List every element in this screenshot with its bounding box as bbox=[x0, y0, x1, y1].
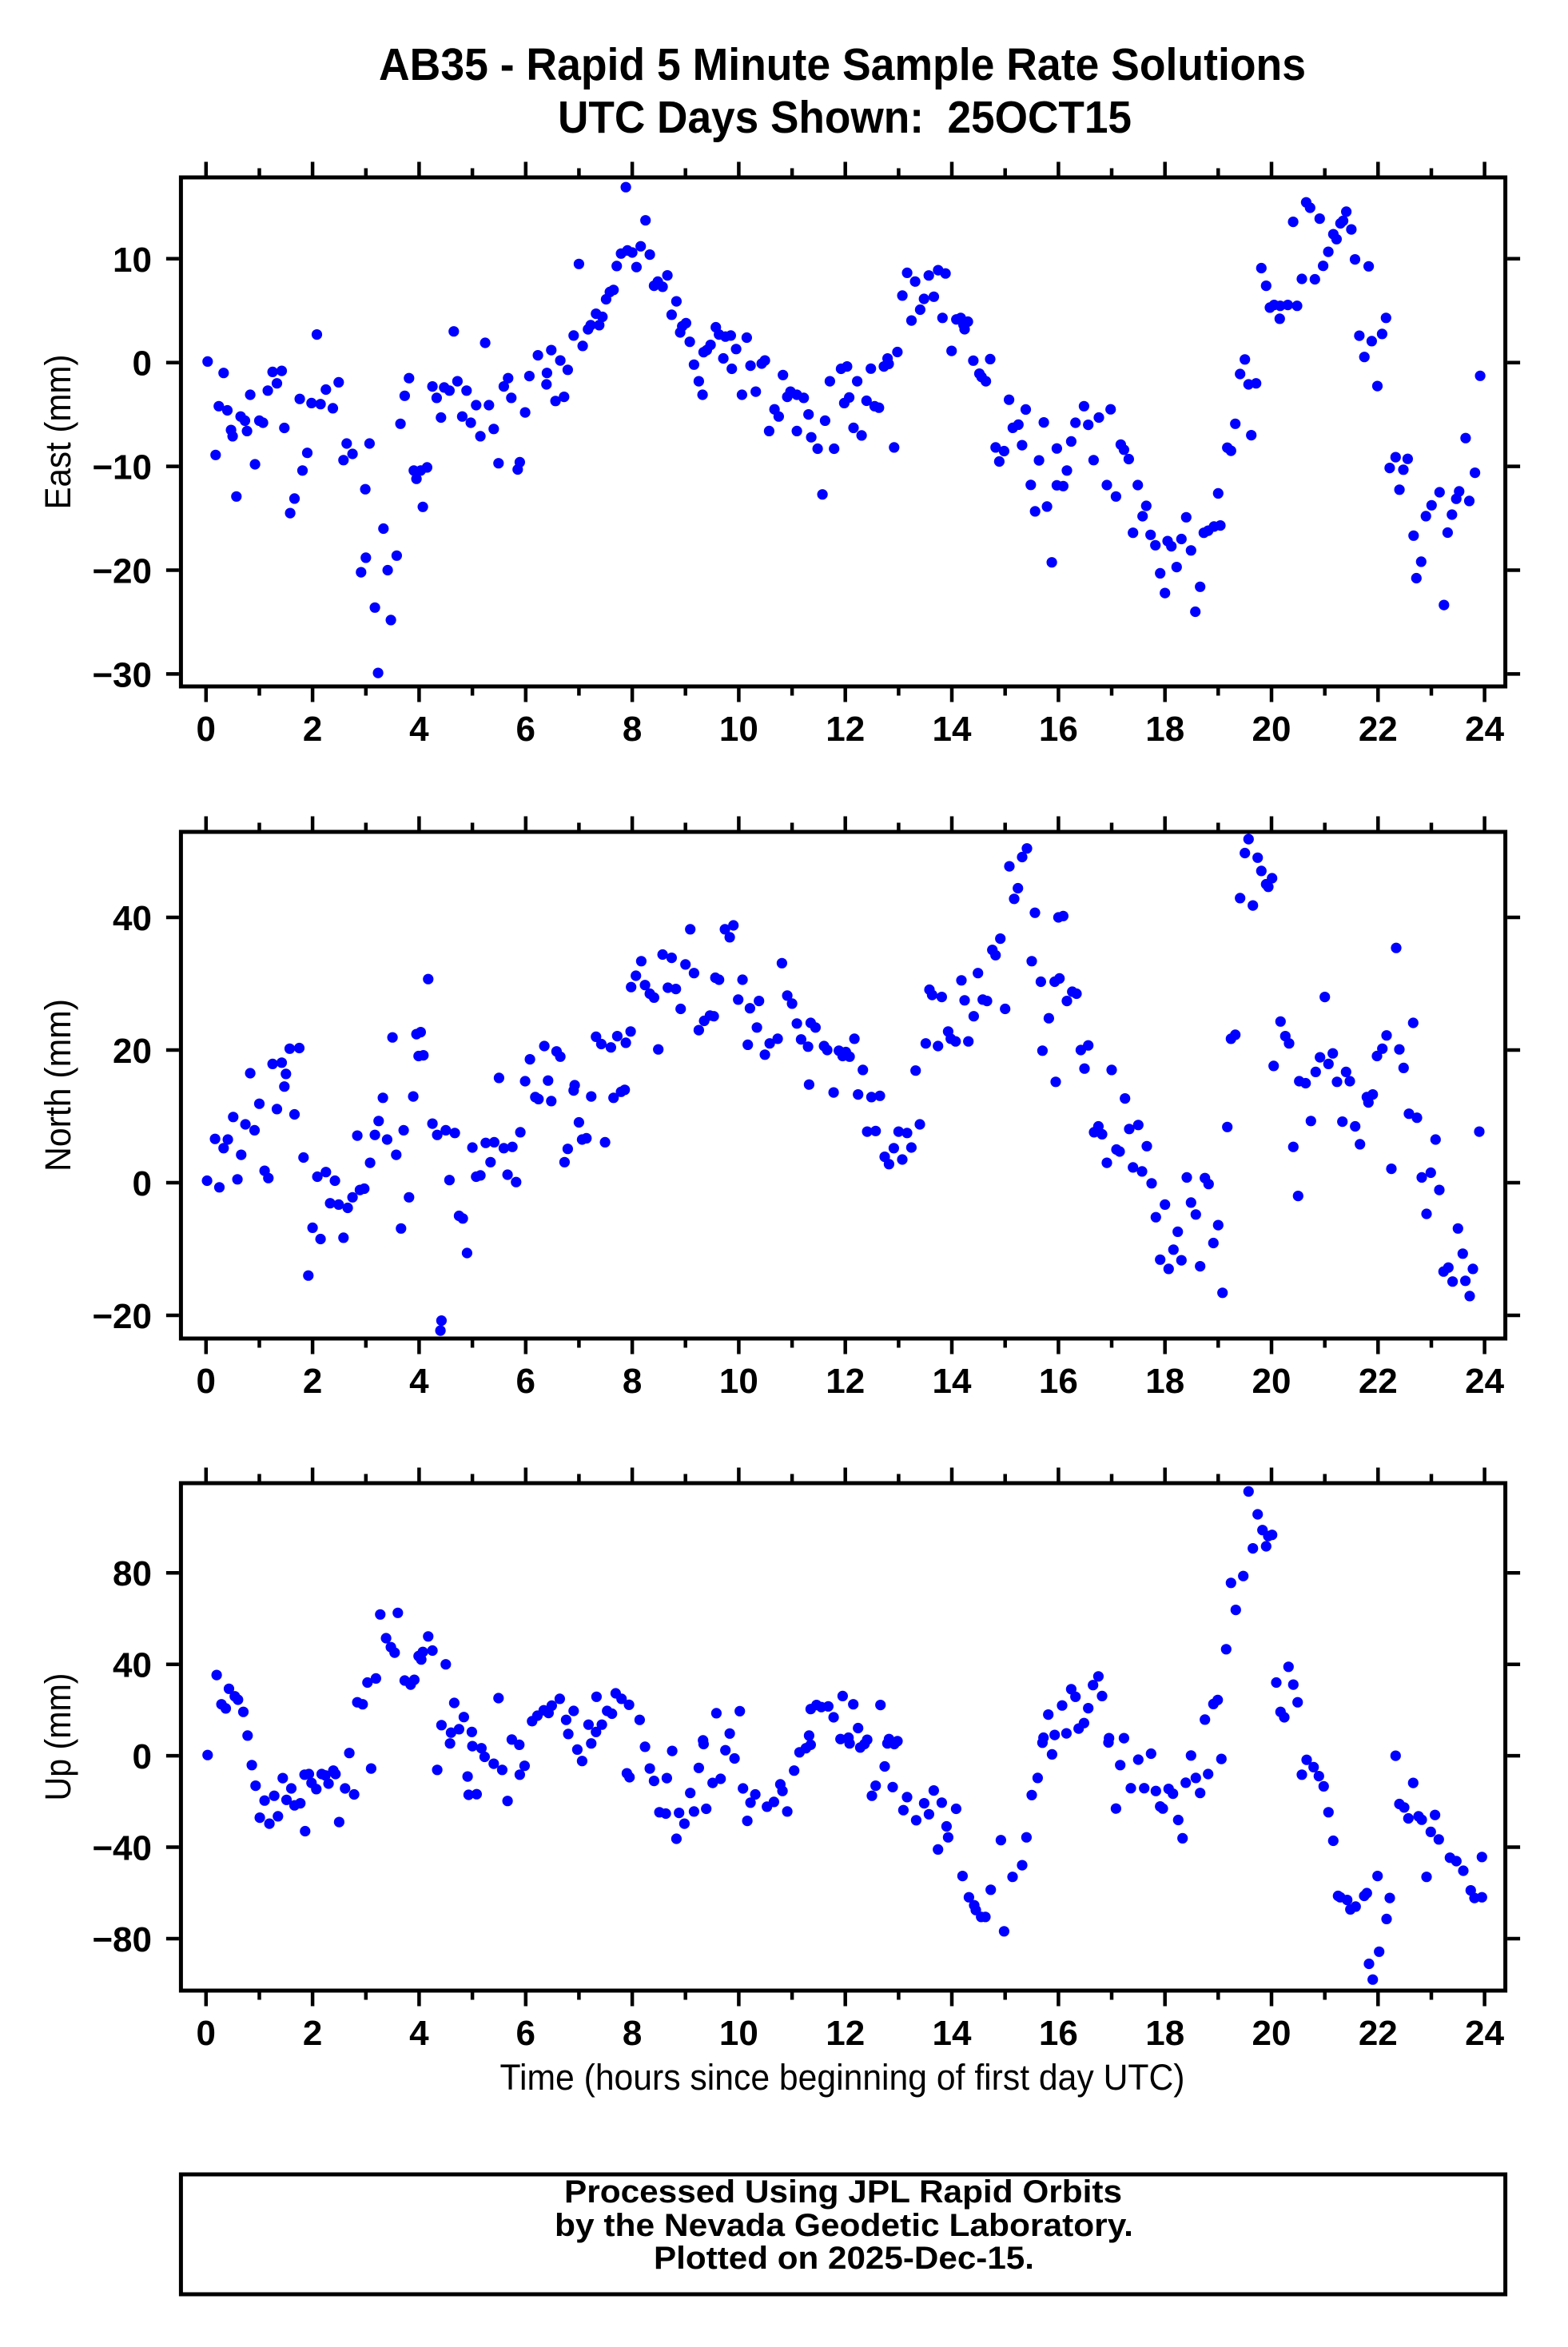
svg-text:North (mm): North (mm) bbox=[38, 999, 78, 1172]
svg-text:8: 8 bbox=[623, 1362, 642, 1401]
svg-text:14: 14 bbox=[933, 1362, 972, 1401]
svg-text:4: 4 bbox=[409, 2014, 429, 2053]
svg-text:2: 2 bbox=[303, 710, 322, 749]
svg-text:−10: −10 bbox=[92, 448, 152, 487]
svg-text:4: 4 bbox=[409, 1362, 429, 1401]
svg-text:0: 0 bbox=[197, 710, 216, 749]
svg-text:8: 8 bbox=[623, 710, 642, 749]
svg-text:24: 24 bbox=[1465, 710, 1504, 749]
svg-text:2: 2 bbox=[303, 2014, 322, 2053]
svg-text:40: 40 bbox=[113, 1646, 152, 1685]
svg-text:12: 12 bbox=[826, 2014, 865, 2053]
svg-text:22: 22 bbox=[1359, 2014, 1398, 2053]
svg-text:40: 40 bbox=[113, 899, 152, 938]
svg-text:20: 20 bbox=[1252, 710, 1291, 749]
svg-text:24: 24 bbox=[1465, 2014, 1504, 2053]
svg-text:6: 6 bbox=[516, 2014, 535, 2053]
svg-text:Time (hours since beginning of: Time (hours since beginning of first day… bbox=[500, 2057, 1185, 2098]
svg-text:16: 16 bbox=[1039, 1362, 1078, 1401]
svg-text:18: 18 bbox=[1145, 710, 1184, 749]
svg-text:6: 6 bbox=[516, 710, 535, 749]
svg-text:22: 22 bbox=[1359, 710, 1398, 749]
svg-text:18: 18 bbox=[1145, 2014, 1184, 2053]
svg-text:8: 8 bbox=[623, 2014, 642, 2053]
svg-text:by the Nevada Geodetic Laborat: by the Nevada Geodetic Laboratory. bbox=[555, 2208, 1133, 2243]
svg-text:UTC Days Shown: 25OCT15: UTC Days Shown: 25OCT15 bbox=[558, 92, 1132, 143]
svg-text:22: 22 bbox=[1359, 1362, 1398, 1401]
svg-text:−20: −20 bbox=[92, 552, 152, 591]
svg-text:14: 14 bbox=[933, 710, 972, 749]
svg-text:AB35 - Rapid 5 Minute Sample R: AB35 - Rapid 5 Minute Sample Rate Soluti… bbox=[379, 39, 1306, 90]
svg-text:−40: −40 bbox=[92, 1829, 152, 1868]
svg-text:4: 4 bbox=[409, 710, 429, 749]
svg-text:10: 10 bbox=[719, 2014, 758, 2053]
svg-text:10: 10 bbox=[719, 1362, 758, 1401]
svg-text:0: 0 bbox=[133, 1164, 152, 1203]
svg-text:18: 18 bbox=[1145, 1362, 1184, 1401]
svg-text:Processed Using JPL Rapid Orbi: Processed Using JPL Rapid Orbits bbox=[564, 2174, 1122, 2210]
svg-text:16: 16 bbox=[1039, 710, 1078, 749]
svg-text:0: 0 bbox=[133, 344, 152, 384]
svg-text:2: 2 bbox=[303, 1362, 322, 1401]
svg-text:16: 16 bbox=[1039, 2014, 1078, 2053]
svg-text:East (mm): East (mm) bbox=[38, 355, 78, 510]
svg-text:12: 12 bbox=[826, 1362, 865, 1401]
svg-text:20: 20 bbox=[113, 1032, 152, 1071]
svg-text:−80: −80 bbox=[92, 1920, 152, 1959]
svg-text:24: 24 bbox=[1465, 1362, 1504, 1401]
svg-text:−20: −20 bbox=[92, 1297, 152, 1336]
svg-text:14: 14 bbox=[933, 2014, 972, 2053]
svg-text:10: 10 bbox=[719, 710, 758, 749]
svg-text:80: 80 bbox=[113, 1554, 152, 1593]
svg-text:0: 0 bbox=[133, 1737, 152, 1776]
svg-text:20: 20 bbox=[1252, 1362, 1291, 1401]
svg-text:12: 12 bbox=[826, 710, 865, 749]
svg-text:20: 20 bbox=[1252, 2014, 1291, 2053]
svg-text:0: 0 bbox=[197, 2014, 216, 2053]
svg-text:−30: −30 bbox=[92, 655, 152, 694]
svg-text:0: 0 bbox=[197, 1362, 216, 1401]
svg-text:Plotted on 2025-Dec-15.: Plotted on 2025-Dec-15. bbox=[654, 2241, 1034, 2276]
svg-text:10: 10 bbox=[113, 241, 152, 280]
svg-text:Up (mm): Up (mm) bbox=[38, 1673, 78, 1801]
svg-text:6: 6 bbox=[516, 1362, 535, 1401]
